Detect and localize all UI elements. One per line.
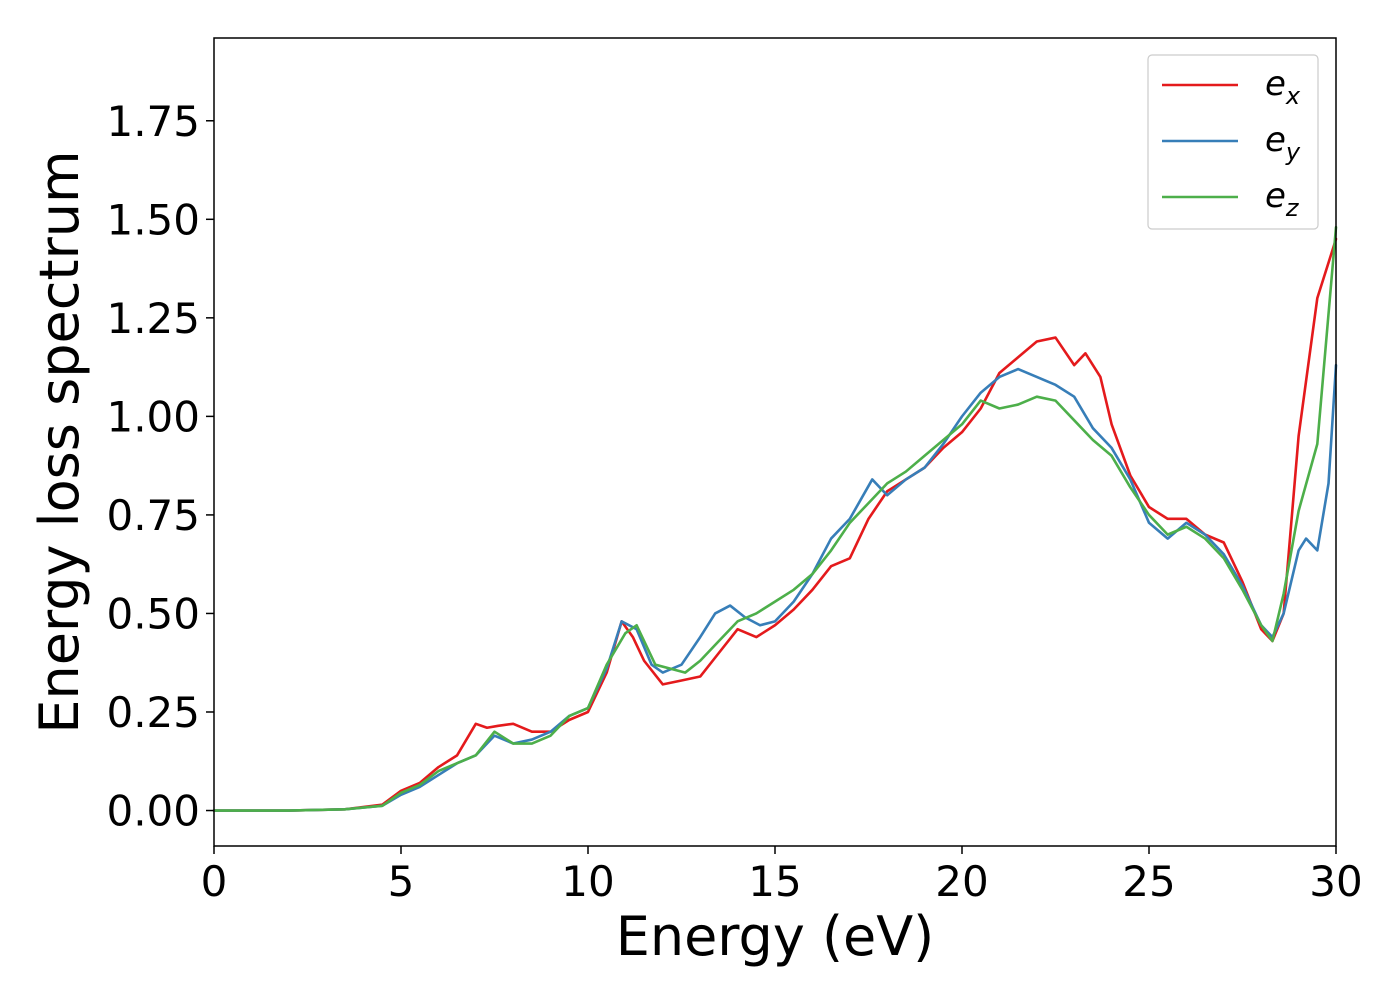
x-tick-label: 5 xyxy=(388,857,415,906)
y-tick-label: 0.25 xyxy=(106,688,200,737)
x-tick-label: 30 xyxy=(1309,857,1362,906)
y-axis-label: Energy loss spectrum xyxy=(28,150,91,733)
x-axis-label: Energy (eV) xyxy=(616,905,935,968)
y-tick-label: 1.75 xyxy=(106,97,200,146)
x-tick-label: 20 xyxy=(935,857,988,906)
x-tick-label: 15 xyxy=(748,857,801,906)
y-tick-label: 0.00 xyxy=(106,787,200,836)
y-tick-label: 1.50 xyxy=(106,195,200,244)
series-line-z xyxy=(212,225,1338,812)
y-axis-ticks: 0.00 0.25 0.50 0.75 1.00 1.25 1.50 1.75 xyxy=(106,97,214,836)
series-line-x xyxy=(212,237,1338,812)
y-tick-label: 0.75 xyxy=(106,491,200,540)
legend-subscript-x: x xyxy=(1285,82,1301,110)
x-tick-label: 25 xyxy=(1122,857,1175,906)
series-line-y xyxy=(212,363,1338,812)
y-tick-label: 1.00 xyxy=(106,392,200,441)
y-tick-label: 1.25 xyxy=(106,294,200,343)
x-tick-label: 10 xyxy=(561,857,614,906)
x-axis-ticks: 0 5 10 15 20 25 30 xyxy=(201,846,1363,906)
y-tick-label: 0.50 xyxy=(106,589,200,638)
series-layer xyxy=(212,225,1338,812)
legend-subscript-y: y xyxy=(1285,138,1301,166)
legend-subscript-z: z xyxy=(1285,194,1300,222)
x-tick-label: 0 xyxy=(201,857,228,906)
